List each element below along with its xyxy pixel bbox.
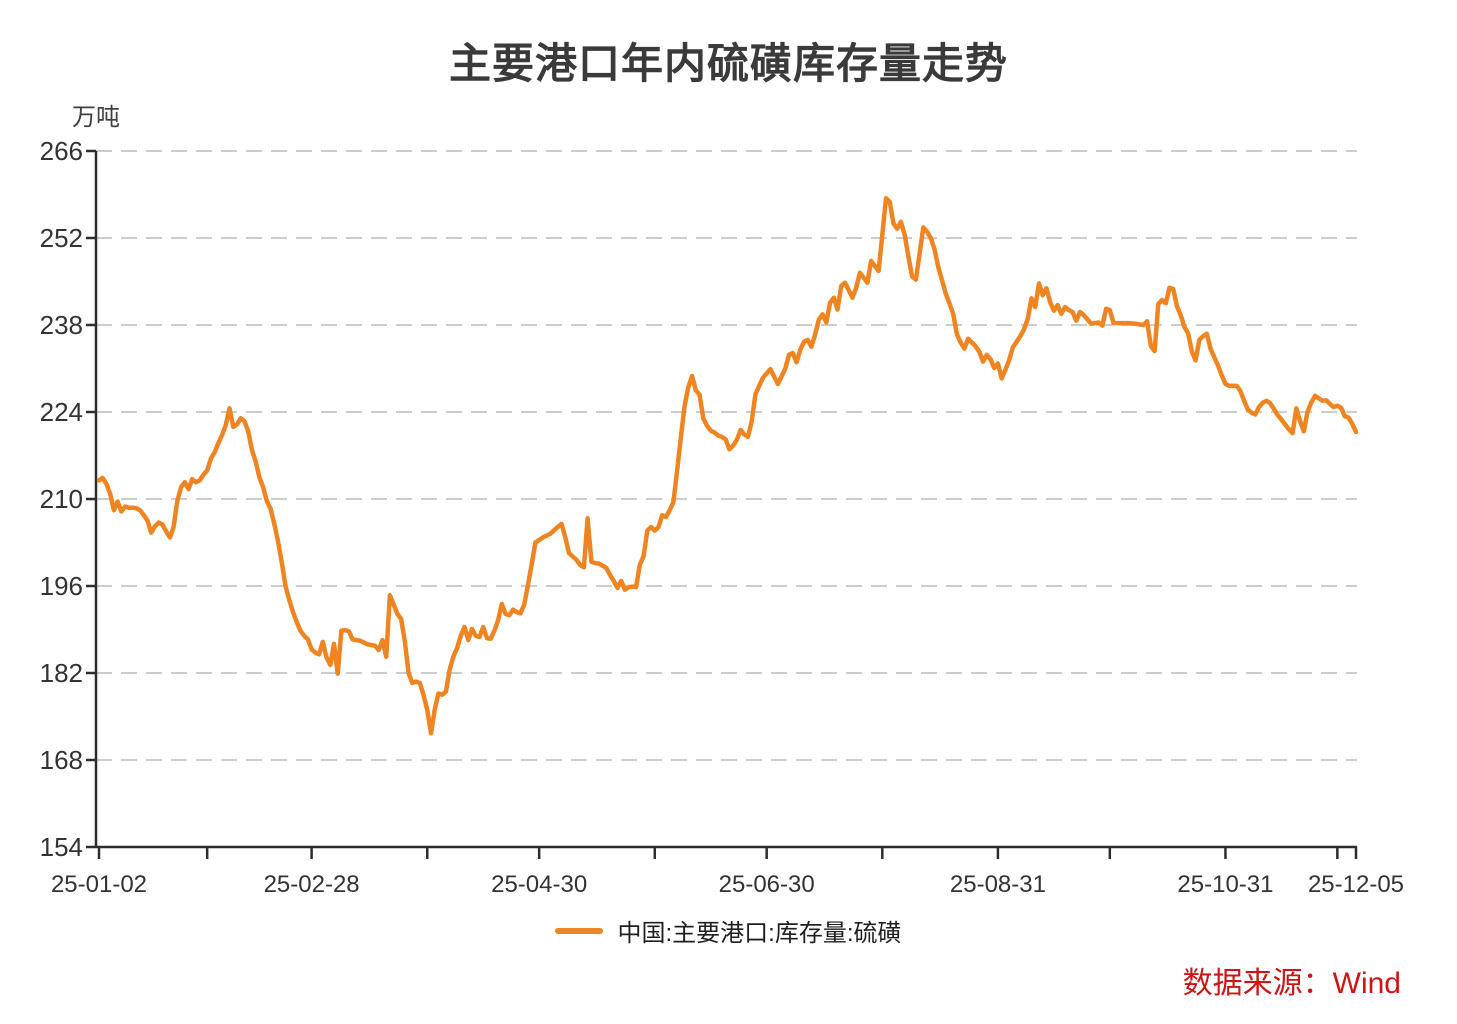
y-tick-label: 182 bbox=[40, 658, 83, 688]
series-line bbox=[96, 195, 1359, 736]
y-tick-label: 238 bbox=[40, 310, 83, 340]
y-tick-label: 168 bbox=[40, 745, 83, 775]
x-tick-label: 25-06-30 bbox=[719, 871, 815, 898]
x-tick-label: 25-04-30 bbox=[491, 871, 587, 898]
x-tick-label: 25-12-05 bbox=[1308, 871, 1404, 898]
y-tick-label: 224 bbox=[40, 397, 83, 427]
legend-line-swatch bbox=[555, 927, 604, 934]
x-tick-label: 25-10-31 bbox=[1177, 871, 1273, 898]
x-tick-label: 25-02-28 bbox=[264, 871, 360, 898]
data-source-label: 数据来源：Wind bbox=[1182, 967, 1401, 1000]
y-tick-label: 252 bbox=[40, 223, 83, 253]
x-tick-label: 25-01-02 bbox=[51, 871, 147, 898]
legend: 中国:主要港口:库存量:硫磺 bbox=[0, 913, 1457, 948]
y-axis-unit-label: 万吨 bbox=[72, 104, 120, 131]
x-tick-label: 25-08-31 bbox=[950, 871, 1046, 898]
y-tick-label: 196 bbox=[40, 571, 83, 601]
chart-title: 主要港口年内硫磺库存量走势 bbox=[448, 40, 1008, 87]
y-tick-label: 210 bbox=[40, 484, 83, 514]
y-tick-label: 266 bbox=[40, 136, 83, 166]
y-tick-label: 154 bbox=[40, 832, 83, 862]
legend-label: 中国:主要港口:库存量:硫磺 bbox=[617, 920, 902, 947]
